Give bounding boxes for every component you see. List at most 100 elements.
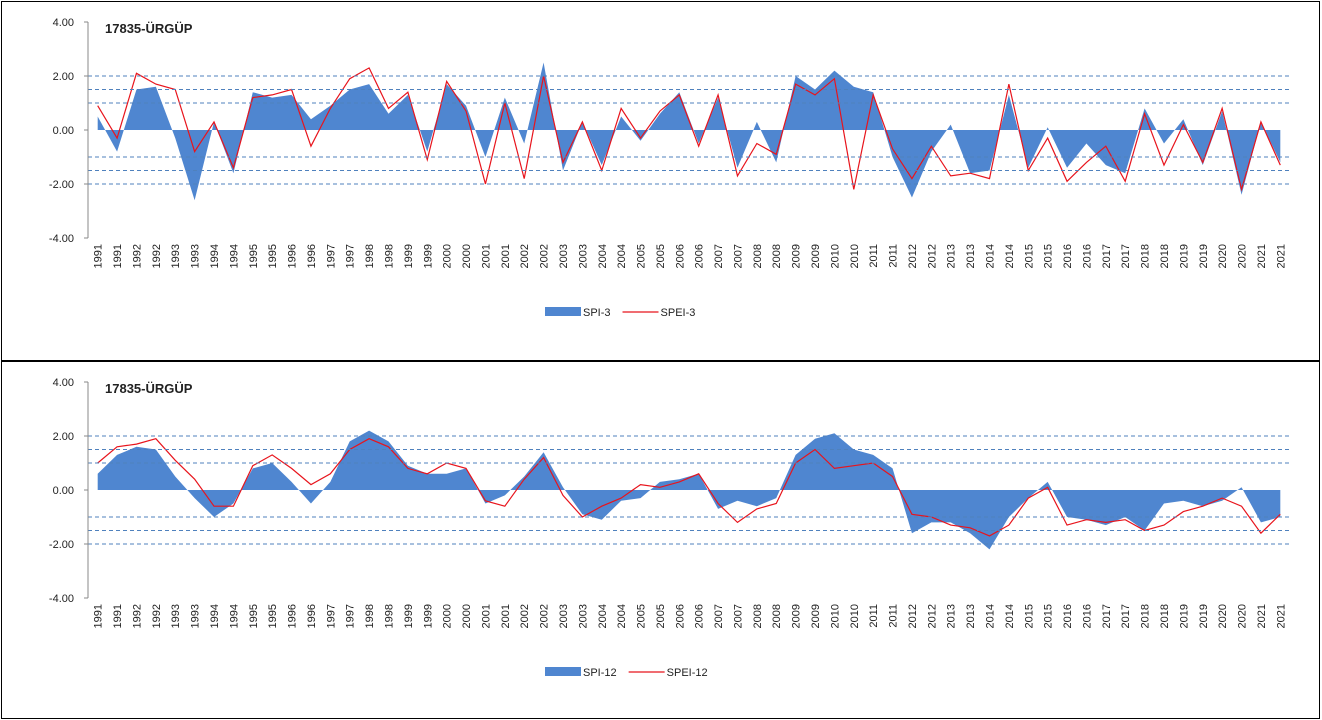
x-tick-label: 2008 (771, 604, 783, 628)
x-tick-label: 2007 (732, 244, 744, 268)
x-tick-label: 2018 (1140, 244, 1152, 268)
x-tick-label: 2019 (1178, 244, 1190, 268)
x-tick-label: 2012 (926, 244, 938, 268)
x-tick-label: 1995 (248, 244, 260, 268)
x-tick-label: 1999 (403, 604, 415, 628)
x-tick-label: 2016 (1062, 604, 1074, 628)
x-tick-label: 2019 (1198, 604, 1210, 628)
x-tick-label: 1991 (93, 244, 105, 268)
y-tick-label: -2.00 (49, 179, 74, 191)
y-tick-label: 0.00 (53, 125, 74, 137)
x-tick-label: 2012 (926, 604, 938, 628)
x-tick-label: 2007 (713, 244, 725, 268)
x-tick-label: 1992 (151, 604, 163, 628)
legend-swatch (545, 307, 581, 316)
x-tick-label: 1991 (112, 604, 124, 628)
y-tick-label: -2.00 (49, 539, 74, 551)
line (97, 67, 1281, 192)
x-tick-label: 2000 (442, 244, 454, 268)
y-tick-label: 4.00 (53, 377, 74, 389)
x-tick-label: 1996 (306, 604, 318, 628)
x-tick-label: 1998 (384, 604, 396, 628)
x-tick-label: 1997 (325, 244, 337, 268)
x-tick-label: 1995 (267, 604, 279, 628)
x-tick-label: 2000 (461, 244, 473, 268)
x-tick-label: 2005 (655, 244, 667, 268)
x-tick-label: 2020 (1237, 604, 1249, 628)
x-tick-label: 2000 (442, 604, 454, 628)
x-tick-label: 2008 (752, 244, 764, 268)
x-tick-label: 2017 (1101, 604, 1113, 628)
legend-label: SPI-12 (583, 667, 617, 679)
x-tick-label: 2018 (1140, 604, 1152, 628)
x-tick-label: 1991 (112, 244, 124, 268)
y-tick-label: -4.00 (49, 593, 74, 605)
x-tick-label: 2004 (597, 604, 609, 628)
x-tick-label: 2011 (888, 604, 900, 628)
x-tick-label: 1999 (403, 244, 415, 268)
x-tick-label: 2017 (1120, 244, 1132, 268)
x-tick-label: 2021 (1275, 244, 1287, 268)
x-tick-label: 2005 (636, 604, 648, 628)
x-tick-label: 2015 (1043, 604, 1055, 628)
x-tick-label: 2006 (674, 244, 686, 268)
x-tick-label: 1996 (306, 244, 318, 268)
legend-swatch (545, 667, 581, 676)
x-tick-label: 2006 (694, 244, 706, 268)
x-tick-label: 2021 (1256, 244, 1268, 268)
x-tick-label: 2010 (829, 604, 841, 628)
area (97, 430, 1281, 550)
x-tick-label: 2013 (946, 244, 958, 268)
x-tick-label: 1998 (384, 244, 396, 268)
x-tick-label: 2015 (1043, 244, 1055, 268)
x-tick-label: 2013 (965, 244, 977, 268)
x-tick-label: 2009 (810, 244, 822, 268)
x-tick-label: 2009 (791, 604, 803, 628)
x-tick-label: 2003 (558, 244, 570, 268)
x-tick-label: 2017 (1120, 604, 1132, 628)
legend-label: SPEI-12 (667, 667, 708, 679)
x-tick-label: 2015 (1023, 244, 1035, 268)
x-tick-label: 1994 (228, 604, 240, 628)
x-tick-label: 1998 (364, 244, 376, 268)
x-tick-label: 2001 (480, 604, 492, 628)
x-tick-label: 1993 (170, 244, 182, 268)
x-tick-label: 2007 (732, 604, 744, 628)
x-tick-label: 2003 (577, 604, 589, 628)
x-tick-label: 1994 (228, 244, 240, 268)
x-tick-label: 2006 (694, 604, 706, 628)
x-tick-label: 2005 (655, 604, 667, 628)
x-tick-label: 2008 (752, 604, 764, 628)
x-tick-label: 2016 (1062, 244, 1074, 268)
x-tick-label: 2007 (713, 604, 725, 628)
legend-label: SPEI-3 (661, 307, 696, 319)
x-tick-label: 2013 (946, 604, 958, 628)
x-tick-label: 1994 (209, 244, 221, 268)
x-tick-label: 2017 (1101, 244, 1113, 268)
panel-border (1, 361, 1320, 719)
x-tick-label: 2005 (636, 244, 648, 268)
x-tick-label: 2011 (888, 244, 900, 268)
x-tick-label: 1999 (422, 604, 434, 628)
x-tick-label: 1996 (287, 604, 299, 628)
x-tick-label: 1997 (345, 244, 357, 268)
x-tick-label: 1993 (170, 604, 182, 628)
x-tick-label: 2021 (1275, 604, 1287, 628)
y-tick-label: -4.00 (49, 233, 74, 245)
x-tick-label: 2004 (616, 244, 628, 268)
x-tick-label: 2019 (1178, 604, 1190, 628)
x-tick-label: 1996 (287, 244, 299, 268)
x-tick-label: 1995 (267, 244, 279, 268)
x-tick-label: 2006 (674, 604, 686, 628)
x-tick-label: 2010 (849, 604, 861, 628)
x-tick-label: 2014 (1004, 244, 1016, 268)
x-tick-label: 2020 (1217, 604, 1229, 628)
x-tick-label: 2018 (1159, 604, 1171, 628)
x-tick-label: 2009 (810, 604, 822, 628)
area (97, 62, 1281, 201)
x-tick-label: 1999 (422, 244, 434, 268)
x-tick-label: 2019 (1198, 244, 1210, 268)
x-tick-label: 2018 (1159, 244, 1171, 268)
y-tick-label: 2.00 (53, 431, 74, 443)
